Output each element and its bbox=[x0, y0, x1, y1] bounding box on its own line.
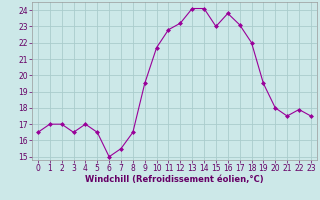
X-axis label: Windchill (Refroidissement éolien,°C): Windchill (Refroidissement éolien,°C) bbox=[85, 175, 264, 184]
